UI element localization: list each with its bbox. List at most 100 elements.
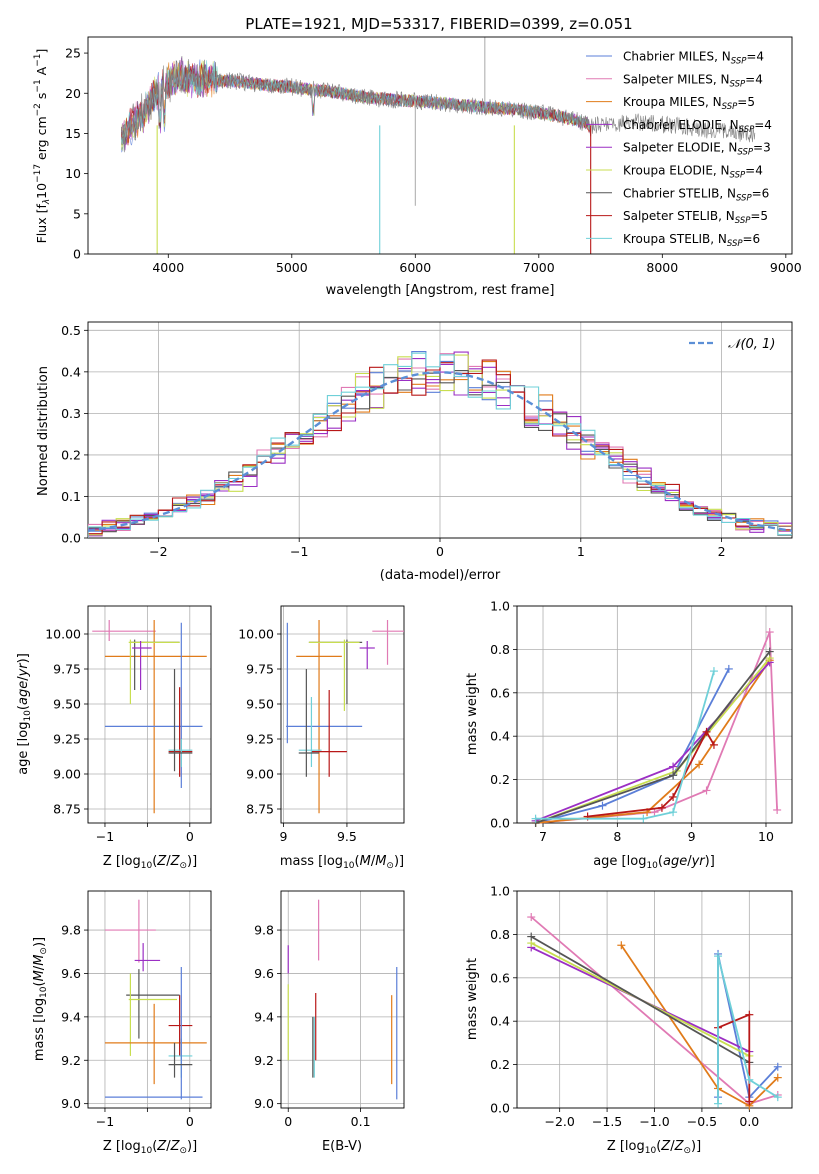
spectrum-lines (121, 37, 756, 254)
y-tick-label: 8.75 (246, 802, 274, 817)
error-bars (92, 620, 207, 814)
y-tick-label: 9.25 (246, 732, 274, 747)
x-tick-label: 9000 (770, 260, 802, 275)
x-tick-label: 0.1 (351, 1114, 371, 1129)
legend-label: Kroupa STELIB, NSSP=6 (623, 232, 760, 249)
y-tick-label: 0.3 (61, 406, 81, 421)
y-tick-label: 20 (65, 86, 81, 101)
x-tick-label: 6000 (399, 260, 431, 275)
weight-line (530, 935, 750, 1064)
age-vs-mass-panel: mass [log10(M/M⊙)] 9 9.5 8.75 9.00 9.25 9.50 9… (238, 605, 405, 871)
weight-line (535, 670, 715, 820)
x-tick-label: −0.5 (687, 1114, 717, 1129)
x-tick-label: −1.5 (592, 1114, 622, 1129)
weight-line (620, 944, 779, 1107)
y-tick-label: 0.6 (490, 685, 510, 700)
grid (517, 605, 792, 824)
x-tick-label: −1 (96, 829, 114, 844)
x-tick-label: −1 (96, 1114, 114, 1129)
weight-line (535, 657, 771, 824)
legend-label: Kroupa ELODIE, NSSP=4 (623, 164, 763, 181)
x-tick-label: 0 (436, 544, 444, 559)
spectrum-frame (87, 36, 793, 255)
x-tick-label: 7000 (523, 260, 555, 275)
x-tick-label: −1 (290, 544, 308, 559)
x-tick-label: −2.0 (544, 1114, 574, 1129)
age-vs-z-panel: Z [log10(Z/Z⊙)] age [log10(age/yr)] −1 0 8… (16, 605, 212, 871)
y-tick-label: 9.00 (246, 767, 274, 782)
y-tick-label: 9.8 (254, 923, 274, 938)
y-tick-label: 0.0 (61, 531, 81, 546)
y-tick-label: 0.4 (490, 729, 510, 744)
x-axis-label: (data-model)/error (380, 568, 501, 583)
x-axis-label: Z [log10(Z/Z⊙)] (103, 854, 197, 871)
grid (281, 891, 404, 1108)
error-bars (104, 899, 207, 1100)
y-tick-label: 0.2 (490, 772, 510, 787)
y-tick-label: 25 (65, 46, 81, 61)
legend-label: Chabrier STELIB, NSSP=6 (623, 186, 769, 203)
y-tick-label: 9.2 (254, 1053, 274, 1068)
y-tick-label: 0.0 (490, 1101, 510, 1116)
y-tick-label: 9.00 (53, 767, 81, 782)
y-tick-label: 9.8 (61, 923, 81, 938)
y-tick-label: 0.0 (490, 816, 510, 831)
x-axis-label: wavelength [Angstrom, rest frame] (326, 283, 555, 298)
y-tick-label: 10 (65, 166, 81, 181)
legend-label: Salpeter STELIB, NSSP=5 (623, 209, 768, 226)
error-bars (287, 899, 398, 1100)
x-tick-label: −1.0 (639, 1114, 669, 1129)
weight-line (717, 955, 779, 1104)
y-tick-label: 0.4 (61, 364, 81, 379)
x-tick-label: 8 (613, 829, 621, 844)
y-tick-label: 9.4 (254, 1009, 274, 1024)
weight-series (531, 628, 782, 827)
legend-label: Salpeter MILES, NSSP=4 (623, 72, 763, 89)
x-tick-label: 0 (186, 829, 194, 844)
x-tick-label: 0 (284, 1114, 292, 1129)
x-tick-label: 1 (577, 544, 585, 559)
y-tick-label: 0.6 (490, 970, 510, 985)
x-tick-label: 2 (718, 544, 726, 559)
y-axis-label: Normed distribution (36, 366, 51, 496)
y-tick-label: 9.6 (61, 966, 81, 981)
y-tick-label: 9.75 (246, 662, 274, 677)
weight-vs-age-panel: age [log10(age/yr)] mass weight 7 8 9 10 0.0… (465, 599, 793, 871)
y-tick-label: 9.2 (61, 1053, 81, 1068)
weight-line (535, 631, 778, 824)
x-axis-label: Z [log10(Z/Z⊙)] (103, 1139, 197, 1156)
legend-label: Salpeter ELODIE, NSSP=3 (623, 141, 771, 158)
x-axis-label: mass [log10(M/M⊙)] (280, 854, 404, 871)
weight-vs-age-frame (516, 605, 793, 824)
legend: 𝒩(0, 1) (689, 337, 775, 352)
age-vs-mass-frame (280, 605, 405, 824)
weight-line (535, 659, 771, 824)
x-tick-label: 4000 (152, 260, 184, 275)
spectrum-panel: PLATE=1921, MJD=53317, FIBERID=0399, z=0… (33, 15, 802, 298)
x-axis-label: Z [log10(Z/Z⊙)] (607, 1139, 701, 1156)
weight-vs-z-panel: Z [log10(Z/Z⊙)] mass weight −2.0 −1.5 −1.0… (465, 884, 793, 1156)
y-tick-label: 10.00 (45, 627, 81, 642)
y-axis-label: Flux [fλ10−17 erg cm−2 s−1 A−1] (33, 49, 52, 244)
spectrum-series-line (121, 60, 591, 145)
mass-vs-ebv-frame (280, 890, 405, 1109)
y-tick-label: 0.2 (490, 1057, 510, 1072)
legend-label: Chabrier MILES, NSSP=4 (623, 50, 764, 67)
y-tick-label: 1.0 (490, 599, 510, 614)
y-tick-label: 0.5 (61, 323, 81, 338)
y-tick-label: 0.8 (490, 642, 510, 657)
y-tick-label: 1.0 (490, 884, 510, 899)
x-tick-label: 0 (186, 1114, 194, 1129)
spectrum-series-line (121, 63, 591, 145)
grid (281, 606, 404, 823)
x-tick-label: −2 (149, 544, 167, 559)
y-tick-label: 0.8 (490, 927, 510, 942)
legend-label: Kroupa MILES, NSSP=5 (623, 95, 755, 112)
chart-title: PLATE=1921, MJD=53317, FIBERID=0399, z=0… (245, 15, 632, 33)
x-tick-label: 7 (539, 829, 547, 844)
y-tick-label: 9.4 (61, 1009, 81, 1024)
x-tick-label: 5000 (276, 260, 308, 275)
grid (517, 890, 792, 1109)
x-tick-label: 9 (280, 829, 288, 844)
y-tick-label: 9.0 (61, 1096, 81, 1111)
